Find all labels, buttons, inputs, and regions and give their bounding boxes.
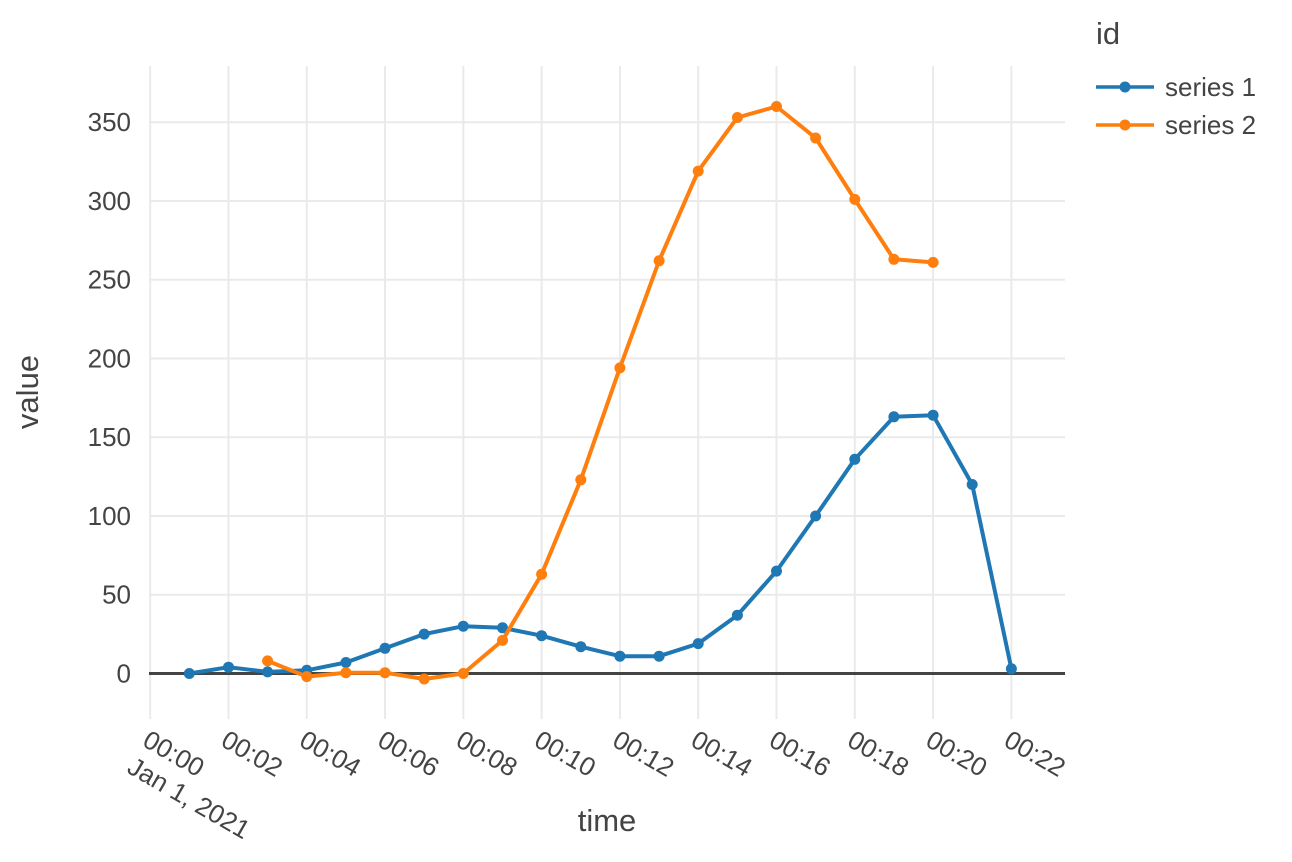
data-point-marker[interactable] <box>575 641 587 653</box>
x-axis-title: time <box>578 803 637 838</box>
data-point-marker[interactable] <box>536 568 548 580</box>
data-point-marker[interactable] <box>614 650 626 662</box>
data-point-marker[interactable] <box>497 622 508 634</box>
data-point-marker[interactable] <box>927 256 939 268</box>
data-point-marker[interactable] <box>575 474 587 486</box>
x-tick-label: 00:04 <box>295 724 366 783</box>
data-point-marker[interactable] <box>731 609 743 621</box>
data-point-marker[interactable] <box>536 630 548 642</box>
y-tick-label: 50 <box>102 580 131 610</box>
legend-marker-icon <box>1096 119 1154 131</box>
x-tick-label: 00:22 <box>999 724 1070 783</box>
y-tick-label: 250 <box>88 265 131 295</box>
data-point-marker[interactable] <box>301 671 313 683</box>
data-point-marker[interactable] <box>379 642 391 654</box>
data-point-marker[interactable] <box>418 628 430 640</box>
legend-title: id <box>1096 16 1121 51</box>
legend: id series 1 series 2 <box>1094 16 1256 144</box>
legend-items: series 1 series 2 <box>1094 68 1256 144</box>
data-point-marker[interactable] <box>653 650 665 662</box>
data-point-marker[interactable] <box>692 165 704 177</box>
y-tick-label: 100 <box>88 501 131 531</box>
y-tick-label: 200 <box>88 343 131 373</box>
series-layer <box>183 101 1017 685</box>
data-point-marker[interactable] <box>771 565 782 577</box>
y-tick-labels: 0 50 100 150 200 250 300 350 <box>88 107 131 688</box>
y-tick-label: 300 <box>88 186 131 216</box>
y-axis-title: value <box>10 355 45 429</box>
data-point-marker[interactable] <box>771 101 782 112</box>
data-point-marker[interactable] <box>888 411 900 423</box>
data-point-marker[interactable] <box>731 112 743 123</box>
gridlines <box>149 66 1065 719</box>
data-point-marker[interactable] <box>340 667 352 679</box>
data-point-marker[interactable] <box>183 668 195 679</box>
data-point-marker[interactable] <box>692 638 704 650</box>
legend-item-series-1[interactable]: series 1 <box>1094 68 1256 106</box>
data-point-marker[interactable] <box>888 253 900 265</box>
y-tick-label: 350 <box>88 107 131 137</box>
data-point-marker[interactable] <box>497 634 508 646</box>
series-line-series-2[interactable] <box>265 104 936 681</box>
x-tick-label: 00:14 <box>686 724 757 783</box>
x-tick-label: 00:20 <box>921 724 992 783</box>
legend-item-label: series 1 <box>1165 71 1257 102</box>
data-point-marker[interactable] <box>1005 663 1017 675</box>
x-tick-label: 00:10 <box>530 724 601 783</box>
data-point-marker[interactable] <box>810 132 822 144</box>
data-point-marker[interactable] <box>927 409 939 421</box>
data-point-marker[interactable] <box>849 453 861 465</box>
x-tick-label: 00:02 <box>216 724 287 783</box>
data-point-marker[interactable] <box>223 661 234 673</box>
data-point-marker[interactable] <box>653 255 665 267</box>
y-tick-label: 0 <box>117 658 131 688</box>
x-tick-label: 00:08 <box>451 724 522 783</box>
data-point-marker[interactable] <box>849 193 861 205</box>
legend-item-series-2[interactable]: series 2 <box>1094 106 1256 144</box>
data-point-marker[interactable] <box>614 362 626 374</box>
x-tick-label: 00:12 <box>608 724 679 783</box>
legend-marker-icon <box>1096 81 1154 93</box>
data-point-marker[interactable] <box>379 667 391 679</box>
legend-marker-dot <box>1119 81 1131 93</box>
legend-marker-dot <box>1119 119 1131 131</box>
data-point-marker[interactable] <box>418 673 430 685</box>
data-point-marker[interactable] <box>262 666 274 678</box>
x-tick-label: 00:16 <box>764 724 835 783</box>
data-point-marker[interactable] <box>340 657 352 668</box>
data-point-marker[interactable] <box>262 655 274 667</box>
legend-item-label: series 2 <box>1165 109 1257 140</box>
x-tick-label: 00:18 <box>843 724 914 783</box>
data-point-marker[interactable] <box>457 620 469 632</box>
data-point-marker[interactable] <box>966 479 978 490</box>
y-tick-label: 150 <box>88 422 131 452</box>
data-point-marker[interactable] <box>457 668 469 679</box>
x-tick-label: 00:06 <box>373 724 444 783</box>
series-line-series-1[interactable] <box>187 413 1014 676</box>
data-point-marker[interactable] <box>810 510 822 522</box>
